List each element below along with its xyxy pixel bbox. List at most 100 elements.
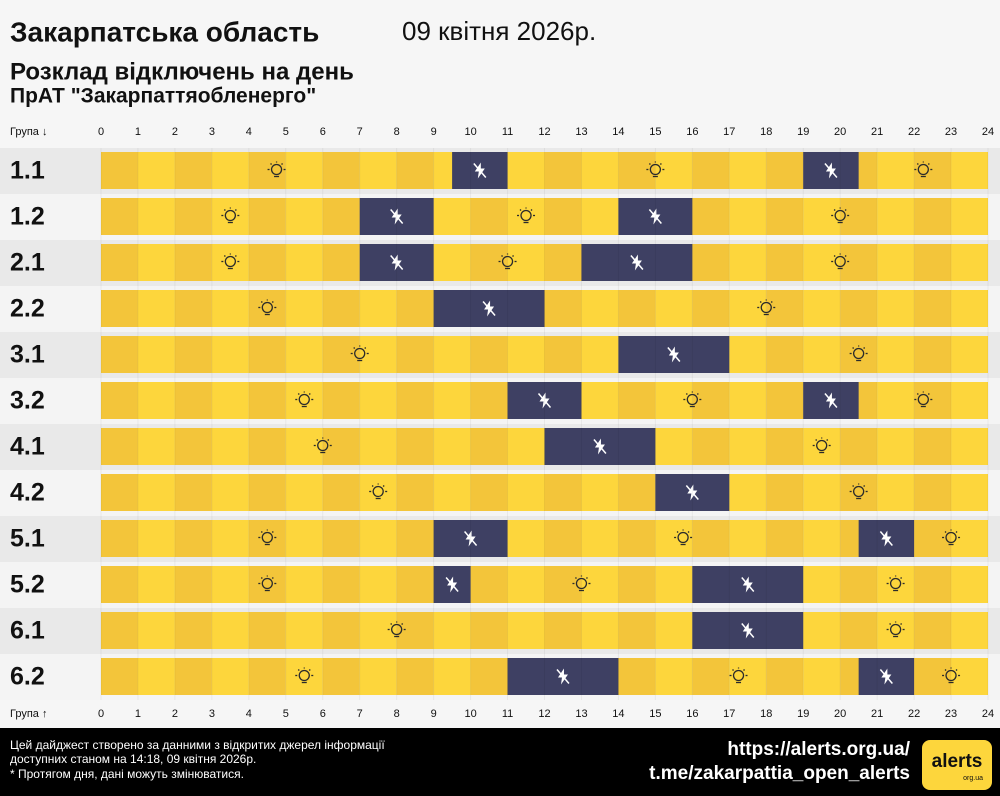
on-stripe xyxy=(211,658,249,695)
row-label: 2.1 xyxy=(10,249,45,277)
date: 09 квітня 2026р. xyxy=(402,16,596,46)
on-stripe xyxy=(137,290,175,327)
link[interactable]: t.me/zakarpattia_open_alerts xyxy=(649,763,910,784)
x-tick-label: 4 xyxy=(246,126,252,138)
on-stripe xyxy=(655,290,693,327)
bulb-ray xyxy=(297,393,300,395)
on-stripe xyxy=(507,474,545,511)
on-stripe xyxy=(248,152,286,189)
on-stripe xyxy=(359,336,397,373)
bulb-ray xyxy=(732,669,734,671)
on-stripe xyxy=(101,244,138,281)
row-label: 1.2 xyxy=(10,203,45,231)
off-icon xyxy=(445,576,459,593)
on-stripe xyxy=(396,290,434,327)
on-stripe xyxy=(174,382,212,419)
off-icon xyxy=(537,392,552,409)
title: Закарпатська область xyxy=(10,16,319,47)
on-stripe xyxy=(655,658,693,695)
on-stripe xyxy=(766,290,804,327)
on-stripe xyxy=(211,520,249,557)
bulb xyxy=(261,577,273,590)
x-tick-label: 7 xyxy=(357,126,363,138)
x-tick-label: 2 xyxy=(172,126,178,138)
row-label: 3.1 xyxy=(10,341,45,369)
x-tick-label: 13 xyxy=(575,126,587,138)
on-icon xyxy=(914,391,933,408)
bulb-ray xyxy=(889,623,892,625)
bulb-ray xyxy=(863,485,866,487)
on-icon xyxy=(295,667,314,684)
x-tick-label: 3 xyxy=(209,708,215,720)
bolt-slash xyxy=(445,577,459,592)
on-stripe xyxy=(101,566,138,603)
row-label: 5.1 xyxy=(10,525,45,553)
bolt-slash xyxy=(879,531,893,546)
on-icon xyxy=(646,161,665,178)
bulb-ray xyxy=(223,255,226,257)
on-stripe xyxy=(581,152,619,189)
on-icon xyxy=(683,391,702,408)
on-stripe xyxy=(470,336,508,373)
bulb-ray xyxy=(512,255,515,257)
footer-note: Цей дайджест створено за данними з відкр… xyxy=(10,738,385,752)
on-stripe xyxy=(285,244,323,281)
x-tick-label: 15 xyxy=(649,708,661,720)
bulb-ray xyxy=(585,577,588,579)
row-label: 4.1 xyxy=(10,433,45,461)
x-tick-label: 3 xyxy=(209,126,215,138)
bulb-ray xyxy=(223,209,226,211)
on-icon xyxy=(572,575,591,592)
on-stripe xyxy=(359,520,397,557)
x-tick-label: 16 xyxy=(686,126,698,138)
on-stripe xyxy=(137,566,175,603)
on-stripe xyxy=(877,566,915,603)
on-stripe xyxy=(470,474,508,511)
bulb xyxy=(354,347,366,360)
on-stripe xyxy=(692,244,730,281)
logo-domain: org.ua xyxy=(963,775,983,782)
on-stripe xyxy=(285,428,323,465)
on-stripe xyxy=(322,428,360,465)
on-stripe xyxy=(322,658,360,695)
on-stripe xyxy=(137,474,175,511)
on-stripe xyxy=(174,198,212,235)
bulb-ray xyxy=(927,393,930,395)
bulb xyxy=(224,209,237,222)
bolt-slash xyxy=(741,623,755,638)
bulb xyxy=(575,577,588,590)
on-stripe xyxy=(803,244,841,281)
on-stripe xyxy=(729,336,767,373)
on-stripe xyxy=(803,336,841,373)
bulb-ray xyxy=(260,301,263,303)
on-stripe xyxy=(507,520,545,557)
x-tick-label: 11 xyxy=(502,126,513,138)
on-stripe xyxy=(840,474,878,511)
bolt-slash xyxy=(741,577,755,592)
on-stripe xyxy=(174,566,212,603)
on-stripe xyxy=(914,290,952,327)
on-stripe xyxy=(618,658,656,695)
on-stripe xyxy=(359,658,397,695)
bulb-ray xyxy=(382,485,385,487)
x-tick-label: 0 xyxy=(98,708,104,720)
on-stripe xyxy=(285,658,323,695)
bulb-ray xyxy=(234,255,237,257)
on-stripe xyxy=(470,244,508,281)
off-icon xyxy=(685,484,699,501)
on-stripe xyxy=(359,428,397,465)
on-stripe xyxy=(285,336,323,373)
x-tick-label: 17 xyxy=(723,708,735,720)
off-icon xyxy=(593,438,607,455)
on-stripe xyxy=(396,658,434,695)
bulb-ray xyxy=(826,439,829,441)
on-stripe xyxy=(137,428,175,465)
link[interactable]: https://alerts.org.ua/ xyxy=(727,739,910,760)
on-stripe xyxy=(655,152,693,189)
bulb-ray xyxy=(916,393,919,395)
on-stripe xyxy=(951,612,988,649)
x-tick-label: 4 xyxy=(246,708,252,720)
bulb-ray xyxy=(390,623,393,625)
bulb-ray xyxy=(271,301,274,303)
